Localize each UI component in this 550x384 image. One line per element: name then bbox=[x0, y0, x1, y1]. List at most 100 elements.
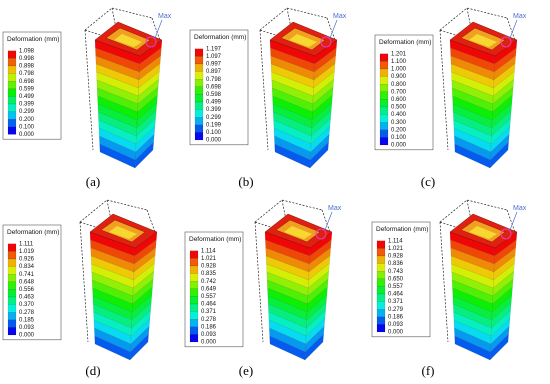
legend-swatch bbox=[379, 129, 389, 138]
panel: Max bbox=[254, 199, 342, 361]
legend-value: 0.500 bbox=[391, 105, 407, 111]
legend-value: 0.399 bbox=[19, 102, 35, 108]
legend-value: 0.300 bbox=[391, 120, 407, 126]
legend-swatch bbox=[7, 88, 17, 97]
legend-swatch bbox=[379, 84, 389, 92]
legend-value: 1.021 bbox=[388, 246, 404, 252]
max-label: Max bbox=[333, 13, 347, 20]
undeformed-outline bbox=[84, 7, 161, 151]
legend-value: 0.928 bbox=[388, 254, 404, 260]
legend-swatch bbox=[7, 103, 17, 112]
legend-swatch bbox=[376, 286, 386, 295]
legend-value: 1.100 bbox=[391, 59, 407, 65]
panel-label: (c) bbox=[421, 174, 435, 189]
legend-swatch bbox=[189, 319, 199, 327]
legend-value: 1.097 bbox=[206, 54, 222, 60]
legend-value: 0.399 bbox=[206, 107, 222, 113]
legend-value: 1.197 bbox=[206, 46, 222, 52]
legend-swatch bbox=[7, 119, 17, 127]
legend-value: 0.499 bbox=[206, 100, 222, 106]
legend-swatch bbox=[379, 122, 389, 130]
legend-swatch bbox=[376, 316, 386, 325]
legend-value: 1.019 bbox=[19, 249, 35, 255]
legend-value: 1.000 bbox=[391, 67, 407, 73]
legend-swatch bbox=[189, 273, 199, 282]
legend-value: 0.400 bbox=[391, 112, 407, 118]
max-label: Max bbox=[158, 13, 172, 20]
legend-swatch bbox=[376, 255, 386, 264]
legend-value: 0.000 bbox=[206, 138, 222, 144]
legend-value: 0.000 bbox=[391, 143, 407, 149]
legend-swatch bbox=[7, 274, 17, 282]
legend-value: 0.200 bbox=[19, 117, 35, 123]
legend-value: 1.111 bbox=[19, 241, 34, 247]
undeformed-outline bbox=[79, 199, 156, 343]
panel-label: (d) bbox=[85, 363, 100, 378]
legend-value: 0.185 bbox=[19, 317, 35, 323]
legend-value: 0.000 bbox=[201, 340, 217, 346]
undeformed-outline bbox=[439, 7, 516, 151]
max-marker bbox=[500, 36, 512, 48]
legend-value: 1.021 bbox=[201, 256, 217, 262]
max-arrow bbox=[329, 19, 338, 39]
legend-swatch bbox=[7, 319, 17, 328]
undeformed-outline bbox=[439, 199, 516, 343]
top-hollow-inner bbox=[469, 226, 497, 239]
max-arrow bbox=[324, 211, 333, 231]
legend-swatch bbox=[189, 288, 199, 297]
legend-value: 0.186 bbox=[388, 314, 404, 320]
legend-value: 0.798 bbox=[206, 77, 222, 83]
undeformed-outline bbox=[254, 199, 331, 343]
legend-swatch bbox=[189, 296, 199, 305]
legend-title: Deformation (mm) bbox=[194, 34, 246, 41]
legend-value: 0.835 bbox=[201, 271, 217, 277]
legend-value: 0.649 bbox=[201, 286, 217, 292]
legend-swatch bbox=[7, 281, 17, 290]
legend-value: 0.093 bbox=[201, 332, 217, 338]
legend-value: 0.648 bbox=[19, 279, 35, 285]
legend-value: 0.700 bbox=[391, 89, 407, 95]
legend-value: 0.000 bbox=[19, 132, 35, 138]
legend-value: 0.278 bbox=[201, 317, 217, 323]
legend-swatch bbox=[379, 76, 389, 85]
legend-swatch bbox=[194, 117, 204, 125]
legend-value: 0.698 bbox=[206, 84, 222, 90]
legend-value: 1.201 bbox=[391, 51, 407, 57]
legend-swatch bbox=[7, 243, 17, 252]
max-label: Max bbox=[513, 13, 527, 20]
legend-swatch bbox=[7, 50, 17, 59]
legend-value: 1.114 bbox=[388, 238, 403, 244]
top-hollow-inner bbox=[284, 226, 312, 239]
legend-swatch bbox=[7, 304, 17, 313]
max-marker bbox=[320, 36, 332, 48]
legend-swatch bbox=[376, 248, 386, 257]
legend-value: 0.928 bbox=[201, 264, 217, 270]
legend-title: Deformation (mm) bbox=[7, 36, 59, 43]
legend-swatch bbox=[379, 106, 389, 115]
side-face-band bbox=[309, 141, 329, 169]
max-marker bbox=[500, 228, 512, 240]
legend-value: 0.371 bbox=[388, 299, 404, 305]
panel bbox=[79, 199, 158, 361]
legend-value: 0.299 bbox=[19, 109, 35, 115]
side-face-band bbox=[489, 333, 509, 361]
legend-swatch bbox=[7, 96, 17, 105]
legend-value: 0.598 bbox=[206, 92, 222, 98]
legend-value: 0.741 bbox=[19, 272, 35, 278]
max-marker bbox=[145, 36, 157, 48]
legend-swatch bbox=[376, 309, 386, 317]
legend-swatch bbox=[189, 258, 199, 267]
legend-swatch bbox=[189, 334, 199, 343]
panel-label: (b) bbox=[238, 174, 253, 189]
legend-swatch bbox=[7, 251, 17, 260]
legend-swatch bbox=[194, 56, 204, 65]
legend-value: 0.463 bbox=[19, 295, 35, 301]
legend-value: 0.464 bbox=[201, 302, 217, 308]
legend-swatch bbox=[379, 114, 389, 123]
legend-swatch bbox=[7, 73, 17, 82]
panel: Max bbox=[439, 7, 527, 169]
legend-swatch bbox=[194, 94, 204, 103]
legend-swatch bbox=[194, 79, 204, 87]
